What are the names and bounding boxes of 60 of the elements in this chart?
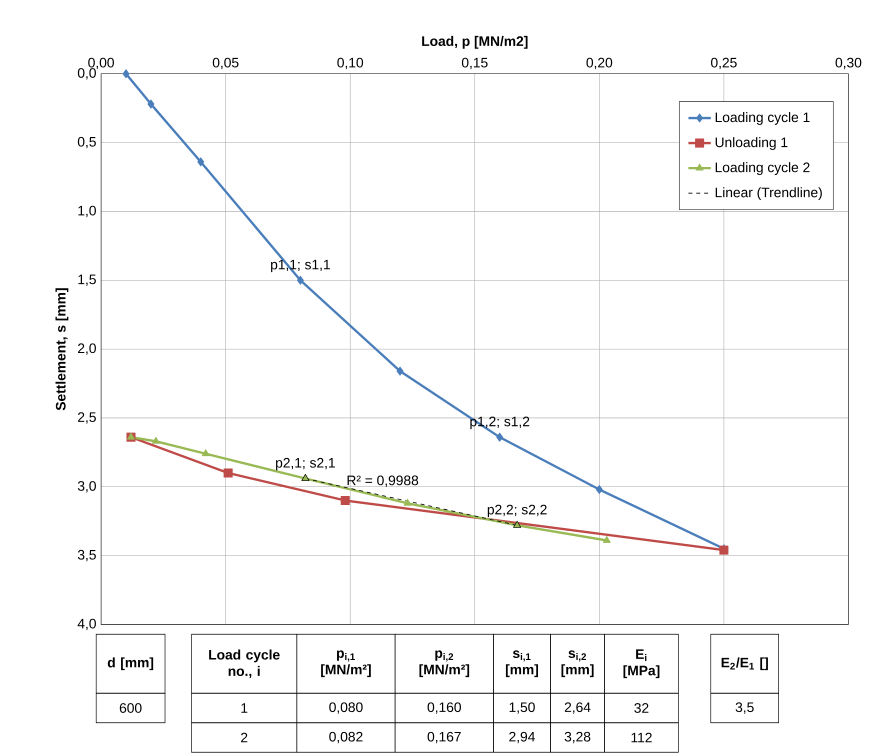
x-tick-label: 0,30: [836, 58, 862, 70]
point: [340, 496, 350, 505]
text: 3,28: [564, 732, 590, 744]
legend-label: Loading cycle 2: [716, 162, 810, 175]
text: 0,080: [329, 702, 363, 714]
x-tick-label: 0,20: [586, 58, 612, 70]
text: 0,167: [428, 732, 461, 744]
text: 1: [241, 703, 248, 713]
x-tick-label: 0,25: [711, 58, 737, 70]
x-tick-label: 0,10: [337, 58, 364, 70]
y-tick-label: 0,0: [78, 68, 96, 80]
text: 112: [632, 732, 652, 742]
y-tick-label: 1,5: [78, 274, 96, 286]
point: [296, 276, 304, 285]
y-tick-label: 2,5: [78, 412, 96, 424]
point: [602, 536, 611, 543]
x-axis-title: Load, p [MN/m2]: [422, 36, 528, 49]
y-tick-label: 2,0: [78, 343, 96, 355]
text: 3,5: [736, 702, 754, 714]
text: 32: [634, 703, 648, 713]
text: s$_{i,2}$ [mm]: [561, 650, 594, 677]
y-axis-title: Settlement, s [mm]: [56, 288, 68, 410]
point: [596, 484, 603, 494]
text: 600: [120, 703, 142, 713]
annotation: p2,1; s2,1: [276, 458, 335, 470]
x-tick-label: 0,05: [212, 58, 238, 70]
text: 2,64: [564, 702, 591, 714]
annotation: R² = 0,9988: [348, 475, 418, 487]
point: [147, 99, 154, 108]
text: 0,082: [329, 732, 362, 744]
legend-label: Unloading 1: [716, 137, 788, 150]
text: p$_{i,1}$ [MN/m²]: [321, 650, 371, 677]
point: [152, 436, 160, 444]
text: s$_{i,1}$ [mm]: [506, 650, 538, 677]
x-tick-label: 0,00: [88, 58, 114, 70]
text: 0,160: [428, 702, 461, 714]
y-tick-label: 1,0: [78, 206, 96, 218]
text: E$_{i}$ [MPa]: [623, 649, 660, 678]
point: [122, 69, 130, 78]
y-tick-label: 4,0: [78, 618, 96, 630]
y-tick-label: 3,5: [78, 550, 96, 562]
legend-label: Loading cycle 1: [716, 112, 810, 125]
text: 2,94: [509, 732, 535, 744]
legend-label: Linear (Trendline): [716, 187, 822, 200]
text: 2: [241, 732, 248, 742]
point: [396, 366, 404, 376]
text: d [mm]: [108, 657, 154, 670]
text: p$_{i,2}$ [MN/m²]: [419, 650, 470, 677]
point: [197, 157, 204, 166]
y-tick-label: 3,0: [78, 480, 96, 492]
annotation: p2,2; s2,2: [488, 504, 547, 518]
point: [496, 432, 504, 442]
y-tick-label: 0,5: [78, 136, 96, 148]
text: E$_{2}$/E$_{1}$ []: [722, 657, 768, 670]
text: 1,50: [510, 702, 535, 714]
point: [404, 498, 412, 506]
text: Load cycle no., i: [209, 649, 280, 678]
point: [224, 468, 233, 478]
x-tick-label: 0,15: [462, 58, 488, 70]
point: [202, 449, 210, 456]
